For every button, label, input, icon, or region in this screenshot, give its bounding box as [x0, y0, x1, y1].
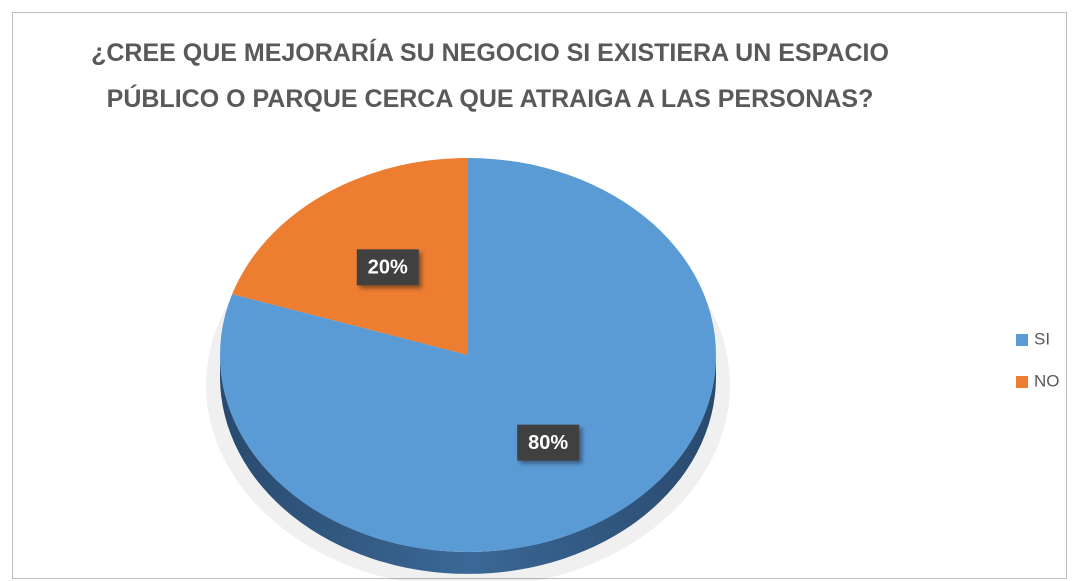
legend-swatch — [1016, 376, 1028, 388]
data-label-box — [517, 424, 580, 461]
chart-frame — [12, 12, 1067, 579]
legend-label: NO — [1034, 371, 1060, 390]
data-label-box — [356, 249, 419, 286]
legend-swatch — [1016, 334, 1028, 346]
legend-label: SI — [1034, 329, 1050, 348]
data-label: 20% — [368, 257, 408, 279]
chart-title: ¿CREE QUE MEJORARÍA SU NEGOCIO SI EXISTI… — [91, 39, 889, 113]
pie-slice — [232, 158, 468, 355]
data-label: 80% — [528, 432, 568, 454]
